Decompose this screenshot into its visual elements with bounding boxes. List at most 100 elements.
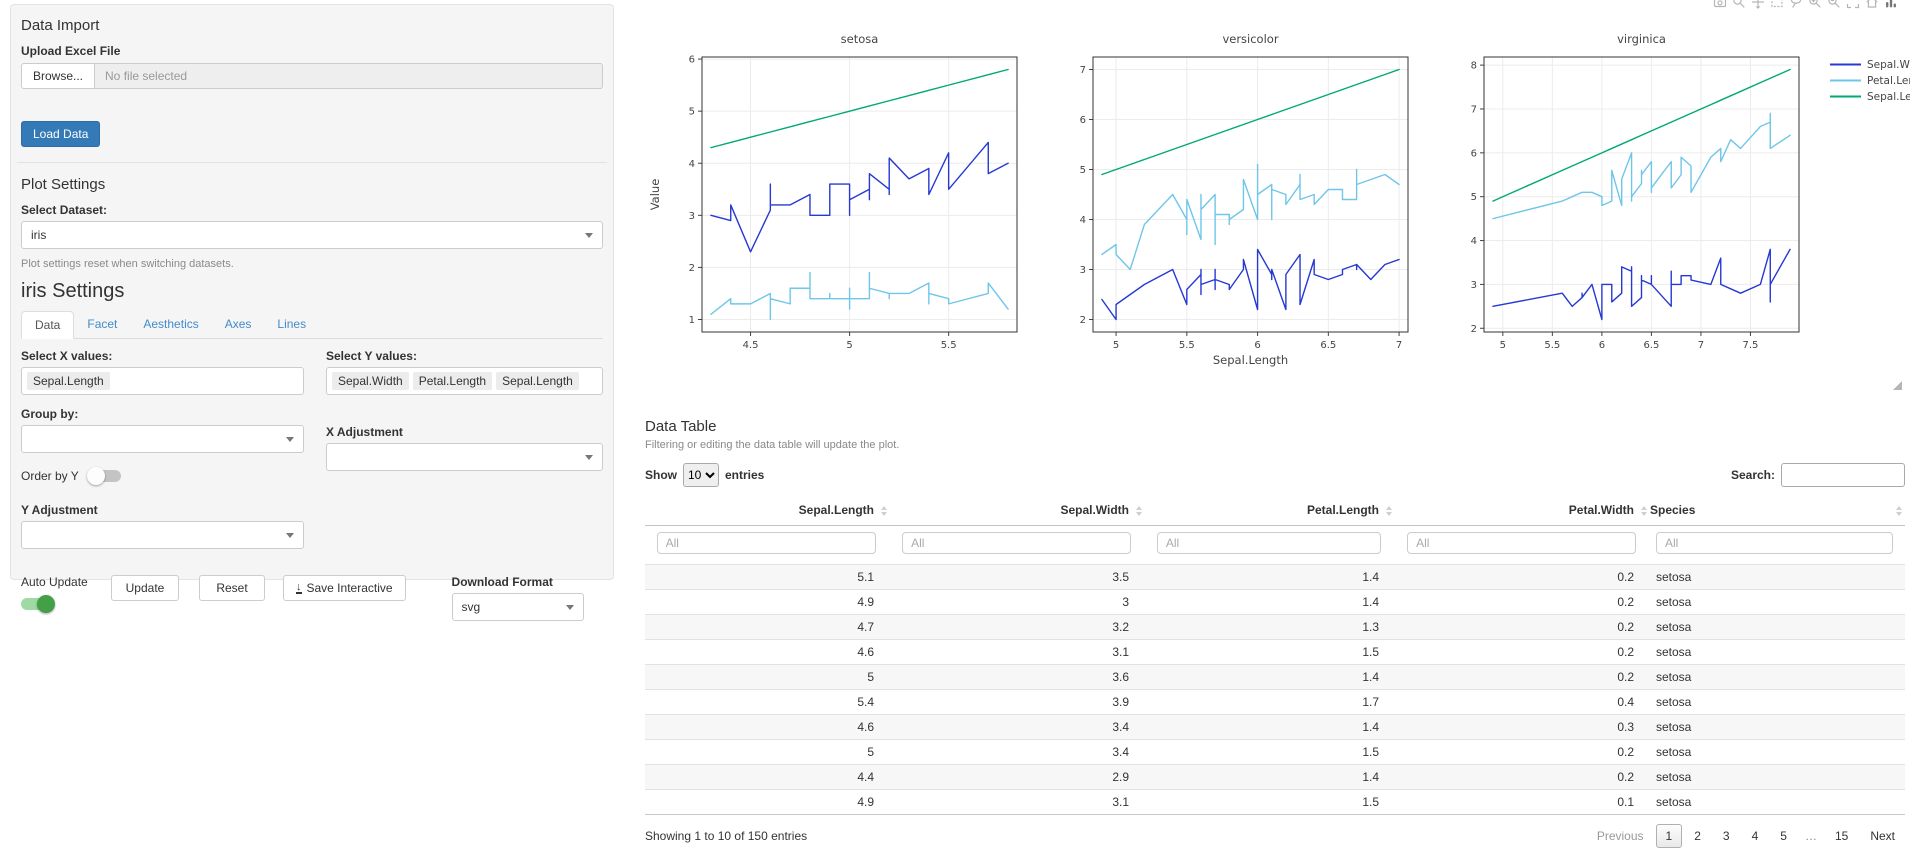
column-filter-input[interactable] [656, 532, 876, 554]
column-header-petal-length[interactable]: Petal.Length [1145, 497, 1395, 526]
tab-axes[interactable]: Axes [224, 317, 252, 331]
auto-update-toggle[interactable] [21, 595, 55, 613]
tab-aesthetics[interactable]: Aesthetics [143, 317, 199, 331]
svg-text:4: 4 [1471, 236, 1477, 247]
svg-text:5.5: 5.5 [1544, 340, 1560, 351]
pagination-page-1[interactable]: 1 [1655, 824, 1683, 848]
pagination-page-15[interactable]: 15 [1834, 829, 1849, 843]
sort-icon [1896, 506, 1902, 516]
iris-data-table: Sepal.Length Sepal.Width Petal.Length Petal… [645, 497, 1905, 815]
table-body: 5.1 3.5 1.4 0.2 setosa 4.9 3 1.4 0.2 setosa 4.7 3.2… [645, 564, 1905, 815]
table-row[interactable]: 5 3.6 1.4 0.2 setosa [645, 664, 1905, 690]
svg-text:3: 3 [1471, 280, 1477, 291]
order-by-y-toggle[interactable] [86, 467, 121, 485]
pagination-page-5[interactable]: 5 [1780, 829, 1787, 843]
zoom-out-icon[interactable] [1827, 0, 1841, 9]
table-header-row: Sepal.Length Sepal.Width Petal.Length Petal… [645, 497, 1905, 526]
svg-text:4.5: 4.5 [743, 340, 759, 351]
table-row[interactable]: 4.9 3.1 1.5 0.1 setosa [645, 789, 1905, 815]
data-table-subtitle: Filtering or editing the data table will… [645, 439, 900, 451]
pagination-page-2[interactable]: 2 [1694, 829, 1701, 843]
pagination-ellipsis[interactable]: … [1804, 829, 1817, 843]
column-header-species[interactable]: Species [1650, 497, 1905, 526]
zoom-icon[interactable] [1732, 0, 1746, 9]
sort-icon [1641, 506, 1647, 516]
save-interactive-button[interactable]: ↓ Save Interactive [283, 575, 406, 601]
column-filter-input[interactable] [1156, 532, 1381, 554]
download-format-select[interactable]: svg [451, 593, 584, 621]
dataset-select[interactable]: iris [21, 221, 603, 249]
browse-button[interactable]: Browse... [21, 63, 96, 89]
pan-icon[interactable] [1751, 0, 1765, 9]
load-data-button[interactable]: Load Data [21, 121, 101, 147]
zoom-in-icon[interactable] [1808, 0, 1822, 9]
table-row[interactable]: 4.9 3 1.4 0.2 setosa [645, 589, 1905, 615]
x-adjustment-select[interactable] [326, 443, 603, 471]
file-input: Browse... No file selected [21, 63, 603, 89]
column-filter-input[interactable] [1407, 532, 1636, 554]
selected-value-chip[interactable]: Sepal.Width [332, 372, 409, 390]
facet-line-chart[interactable]: setosa 1 2 3 4 5 6 4.5 5 5.5 versicolor 2 3 4 5 6 7 5 5.5 6… [645, 0, 1910, 400]
plot-container: setosa 1 2 3 4 5 6 4.5 5 5.5 versicolor 2 3 4 5 6 7 5 5.5 6… [645, 0, 1910, 400]
column-filter-input[interactable] [1656, 532, 1893, 554]
table-row[interactable]: 4.6 3.1 1.5 0.2 setosa [645, 639, 1905, 665]
settings-sidebar: Data Import Upload Excel File Browse... … [10, 4, 614, 621]
column-header-petal-width[interactable]: Petal.Width [1395, 497, 1650, 526]
autoscale-icon[interactable] [1846, 0, 1860, 9]
column-filter-input[interactable] [902, 532, 1131, 554]
show-label: Show [645, 468, 677, 482]
selected-value-chip[interactable]: Sepal.Length [27, 372, 110, 390]
pagination-next[interactable]: Next [1870, 829, 1895, 843]
y-adjustment-select[interactable] [21, 521, 304, 549]
pagination-page-4[interactable]: 4 [1751, 829, 1759, 843]
svg-text:5.5: 5.5 [941, 340, 957, 351]
upload-label: Upload Excel File [21, 44, 121, 58]
table-row[interactable]: 4.6 3.4 1.4 0.3 setosa [645, 714, 1905, 740]
camera-icon[interactable] [1713, 0, 1727, 9]
plotly-logo-icon[interactable] [1884, 0, 1898, 9]
svg-text:2: 2 [1080, 315, 1086, 326]
page-length-select[interactable]: 10 [683, 463, 719, 487]
y-values-input[interactable]: Sepal.Width Petal.Length Sepal.Length [326, 367, 603, 395]
table-row[interactable]: 5.4 3.9 1.7 0.4 setosa [645, 689, 1905, 715]
svg-text:7.5: 7.5 [1743, 340, 1759, 351]
table-info: Showing 1 to 10 of 150 entries [645, 829, 808, 843]
data-table-title: Data Table [645, 418, 717, 435]
pagination: Previous 1 2 3 4 5 … 15 Next [1587, 824, 1905, 848]
tab-facet[interactable]: Facet [87, 317, 118, 331]
svg-text:7: 7 [1698, 340, 1704, 351]
pagination-previous[interactable]: Previous [1596, 829, 1644, 843]
resize-handle-icon[interactable] [1893, 381, 1902, 390]
x-values-input[interactable]: Sepal.Length [21, 367, 304, 395]
svg-text:6.5: 6.5 [1643, 340, 1659, 351]
group-by-select[interactable] [21, 425, 304, 453]
tab-lines[interactable]: Lines [277, 317, 307, 331]
tab-data[interactable]: Data [21, 311, 75, 339]
svg-text:6: 6 [689, 55, 695, 66]
table-row[interactable]: 4.7 3.2 1.3 0.2 setosa [645, 614, 1905, 640]
table-row[interactable]: 5 3.4 1.5 0.2 setosa [645, 739, 1905, 765]
svg-text:8: 8 [1471, 61, 1477, 72]
column-header-sepal-width[interactable]: Sepal.Width [890, 497, 1145, 526]
table-row[interactable]: 5.1 3.5 1.4 0.2 setosa [645, 564, 1905, 590]
search-input[interactable] [1781, 463, 1905, 487]
svg-text:virginica: virginica [1617, 32, 1666, 46]
lasso-icon[interactable] [1789, 0, 1803, 9]
column-header-sepal-length[interactable]: Sepal.Length [645, 497, 890, 526]
reset-axes-icon[interactable] [1865, 0, 1879, 9]
table-row[interactable]: 4.4 2.9 1.4 0.2 setosa [645, 764, 1905, 790]
svg-text:versicolor: versicolor [1222, 32, 1278, 46]
update-button[interactable]: Update [111, 575, 179, 601]
svg-text:Sepal.Length: Sepal.Length [1213, 353, 1288, 367]
file-placeholder: No file selected [95, 63, 603, 89]
chevron-down-icon [585, 455, 593, 460]
sort-icon [881, 506, 887, 516]
pagination-page-3[interactable]: 3 [1722, 829, 1730, 843]
box-select-icon[interactable] [1770, 0, 1784, 9]
reset-button[interactable]: Reset [199, 575, 265, 601]
selected-value-chip[interactable]: Petal.Length [412, 372, 493, 390]
svg-text:7: 7 [1080, 65, 1086, 76]
selected-value-chip[interactable]: Sepal.Length [496, 372, 579, 390]
chevron-down-icon [286, 437, 294, 442]
y-adjustment-label: Y Adjustment [21, 503, 98, 517]
